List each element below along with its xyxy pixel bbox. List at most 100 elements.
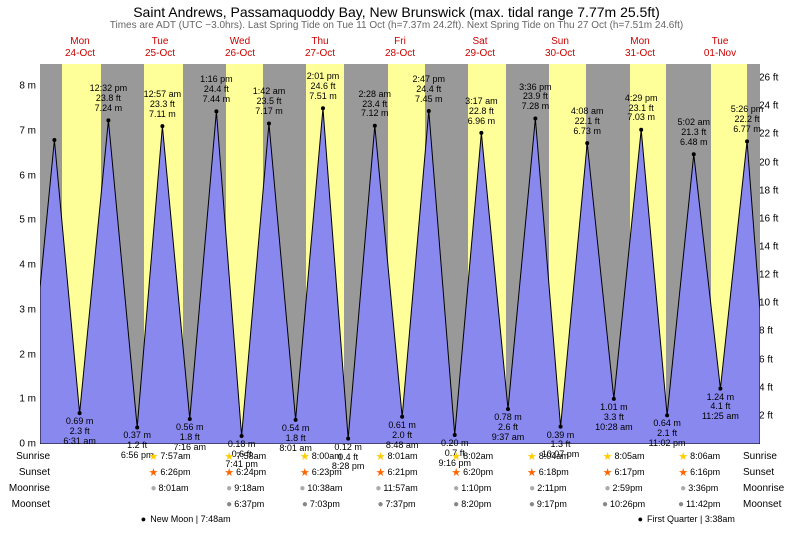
plot-area: 0.69 m2.3 ft6:31 am 12:32 pm23.8 ft7.24 m… — [40, 64, 760, 444]
y-tick-right: 6 ft — [755, 354, 793, 365]
icon-sunset-icon: ★ — [300, 466, 310, 479]
icon-sunset-icon: ★ — [603, 466, 613, 479]
astro-cell: ★6:16pm — [661, 466, 737, 479]
icon-sunset-icon: ★ — [527, 466, 537, 479]
moon-icon: ● — [141, 514, 146, 524]
y-tick-right: 12 ft — [755, 270, 793, 281]
astro-cell: ●9:18am — [207, 483, 283, 494]
y-tick-right: 4 ft — [755, 382, 793, 393]
tide-label: 12:57 am23.3 ft7.11 m — [144, 90, 182, 120]
tide-label: 2:28 am23.4 ft7.12 m — [359, 90, 392, 120]
y-tick-left: 1 m — [0, 394, 36, 405]
astro-cell: ★8:05am — [586, 450, 662, 463]
astro-cell: ●1:10pm — [434, 483, 510, 494]
date-label: Wed26-Oct — [200, 36, 280, 64]
date-label: Sat29-Oct — [440, 36, 520, 64]
astro-cell: ★6:21pm — [359, 466, 435, 479]
chart-title: Saint Andrews, Passamaquoddy Bay, New Br… — [0, 0, 793, 20]
icon-moonset-icon: ● — [453, 499, 459, 510]
icon-sun-icon: ★ — [149, 450, 159, 463]
y-tick-left: 6 m — [0, 170, 36, 181]
tide-label: 12:32 pm23.8 ft7.24 m — [90, 84, 128, 114]
astro-cell: ●2:59pm — [586, 483, 662, 494]
moon-phase: ● First Quarter | 3:38am — [638, 514, 735, 524]
tide-label: 1:42 am23.5 ft7.17 m — [253, 87, 286, 117]
icon-sunset-icon: ★ — [678, 466, 688, 479]
y-tick-right: 14 ft — [755, 241, 793, 252]
sunset-label: Sunset — [0, 467, 56, 478]
tide-label: 2:01 pm24.6 ft7.51 m — [307, 72, 340, 102]
tide-label: 0.64 m2.1 ft11:02 pm — [649, 419, 686, 449]
icon-sunset-icon: ★ — [376, 466, 386, 479]
sunrise-label-r: Sunrise — [737, 451, 793, 462]
icon-moon-icon: ● — [226, 483, 232, 494]
tide-label: 0.69 m2.3 ft6:31 am — [63, 417, 96, 447]
astro-cell — [132, 499, 208, 510]
astro-cell: ★6:26pm — [132, 466, 208, 479]
astro-cell: ★6:23pm — [283, 466, 359, 479]
y-axis-left: 0 m1 m2 m3 m4 m5 m6 m7 m8 m — [0, 64, 38, 444]
tide-label: 0.78 m2.6 ft9:37 am — [492, 413, 525, 443]
icon-sunset-icon: ★ — [224, 466, 234, 479]
chart-subtitle: Times are ADT (UTC −3.0hrs). Last Spring… — [0, 20, 793, 35]
icon-moonset-icon: ● — [678, 499, 684, 510]
y-tick-right: 18 ft — [755, 185, 793, 196]
icon-moon-icon: ● — [605, 483, 611, 494]
tide-label: 3:17 am22.8 ft6.96 m — [465, 97, 498, 127]
icon-moonset-icon: ● — [377, 499, 383, 510]
moon-phase-row: ● New Moon | 7:48am● First Quarter | 3:3… — [0, 512, 793, 532]
icon-sun-icon: ★ — [224, 450, 234, 463]
icon-sun-icon: ★ — [603, 450, 613, 463]
icon-sun-icon: ★ — [451, 450, 461, 463]
date-label: Mon24-Oct — [40, 36, 120, 64]
date-label: Mon31-Oct — [600, 36, 680, 64]
y-tick-left: 2 m — [0, 349, 36, 360]
y-tick-left: 3 m — [0, 304, 36, 315]
y-tick-left: 7 m — [0, 126, 36, 137]
moonrise-label-r: Moonrise — [737, 483, 793, 494]
tide-label: 5:26 pm22.2 ft6.77 m — [731, 105, 764, 135]
tide-label: 1:16 pm24.4 ft7.44 m — [200, 75, 233, 105]
astro-cell: ●10:38am — [283, 483, 359, 494]
tide-label: 5:02 am21.3 ft6.48 m — [677, 118, 710, 148]
y-tick-right: 8 ft — [755, 326, 793, 337]
astro-cell: ★8:02am — [434, 450, 510, 463]
icon-sunset-icon: ★ — [451, 466, 461, 479]
sunset-label-r: Sunset — [737, 467, 793, 478]
tide-label: 2:47 pm24.4 ft7.45 m — [413, 75, 446, 105]
astro-section: Sunrise ★7:57am★7:58am★8:00am★8:01am★8:0… — [0, 448, 793, 532]
icon-sunset-icon: ★ — [149, 466, 159, 479]
y-tick-left: 5 m — [0, 215, 36, 226]
y-tick-right: 10 ft — [755, 298, 793, 309]
astro-cell: ★6:18pm — [510, 466, 586, 479]
astro-cell: ★6:20pm — [434, 466, 510, 479]
astro-cell: ★7:57am — [132, 450, 208, 463]
tide-label: 0.61 m2.0 ft8:48 am — [386, 421, 419, 451]
y-tick-left: 4 m — [0, 260, 36, 271]
icon-moon-icon: ● — [299, 483, 305, 494]
tide-label: 4:29 pm23.1 ft7.03 m — [625, 94, 658, 124]
icon-moon-icon: ● — [529, 483, 535, 494]
icon-sun-icon: ★ — [376, 450, 386, 463]
icon-moonset-icon: ● — [302, 499, 308, 510]
moonrise-row: Moonrise ●8:01am●9:18am●10:38am●11:57am●… — [0, 480, 793, 496]
date-label: Sun30-Oct — [520, 36, 600, 64]
astro-cell — [56, 499, 132, 510]
sunrise-row: Sunrise ★7:57am★7:58am★8:00am★8:01am★8:0… — [0, 448, 793, 464]
astro-cell: ●2:11pm — [510, 483, 586, 494]
y-tick-right: 26 ft — [755, 73, 793, 84]
y-tick-right: 20 ft — [755, 157, 793, 168]
sunrise-label: Sunrise — [0, 451, 56, 462]
tide-label: 1.01 m3.3 ft10:28 am — [595, 403, 633, 433]
y-tick-right: 2 ft — [755, 410, 793, 421]
icon-sun-icon: ★ — [300, 450, 310, 463]
astro-cell: ★8:00am — [283, 450, 359, 463]
date-label: Tue01-Nov — [680, 36, 760, 64]
icon-moon-icon: ● — [453, 483, 459, 494]
astro-cell: ●7:37pm — [359, 499, 435, 510]
tide-label: 4:08 am22.1 ft6.73 m — [571, 107, 604, 137]
icon-moonset-icon: ● — [602, 499, 608, 510]
icon-moon-icon: ● — [375, 483, 381, 494]
y-tick-left: 8 m — [0, 81, 36, 92]
icon-sun-icon: ★ — [527, 450, 537, 463]
